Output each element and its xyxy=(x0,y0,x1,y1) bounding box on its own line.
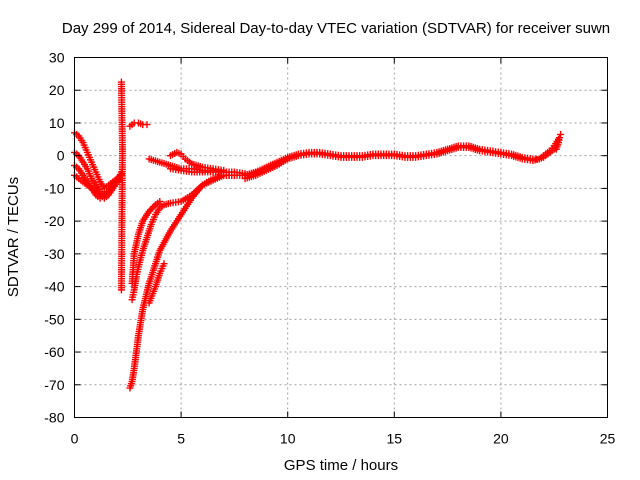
x-tick-label: 5 xyxy=(177,431,185,447)
series-main-trend-2 xyxy=(241,139,562,183)
axis-ticks xyxy=(74,57,608,418)
y-tick-label: -40 xyxy=(44,279,64,295)
chart-title: Day 299 of 2014, Sidereal Day-to-day VTE… xyxy=(62,20,610,37)
data-point xyxy=(148,204,156,212)
x-tick-label: 25 xyxy=(600,431,616,447)
series-rise-4 xyxy=(145,260,168,307)
y-axis-label: SDTVAR / TECUs xyxy=(5,177,22,297)
x-tick-labels: 0 5 10 15 20 25 xyxy=(71,431,616,447)
series-plateau xyxy=(126,119,151,130)
series-end-spike xyxy=(552,130,565,153)
x-tick-label: 20 xyxy=(493,431,509,447)
data-point xyxy=(220,168,228,176)
y-tick-label: 0 xyxy=(57,148,65,164)
series-rise-3 xyxy=(128,198,164,287)
y-tick-label: 20 xyxy=(49,82,65,98)
data-points xyxy=(71,78,565,392)
y-tick-labels: 30 20 10 0 -10 -20 -30 -40 -50 -60 -70 -80 xyxy=(44,50,64,426)
plot-frame xyxy=(74,57,608,418)
data-point xyxy=(117,286,125,294)
y-tick-label: -70 xyxy=(44,377,64,393)
series-isolated xyxy=(117,78,126,294)
x-tick-label: 15 xyxy=(387,431,403,447)
x-tick-label: 0 xyxy=(71,431,79,447)
y-tick-label: -50 xyxy=(44,311,64,327)
y-tick-label: -20 xyxy=(44,213,64,229)
y-tick-label: -60 xyxy=(44,344,64,360)
data-point xyxy=(143,121,151,129)
data-point xyxy=(156,198,164,205)
series-band-3 xyxy=(166,165,228,176)
data-point xyxy=(556,134,564,142)
series-rise-2 xyxy=(128,171,238,304)
y-tick-label: 30 xyxy=(49,50,65,66)
series-arc-d xyxy=(71,162,125,202)
x-axis-label: GPS time / hours xyxy=(284,457,398,474)
y-tick-label: -30 xyxy=(44,246,64,262)
x-tick-label: 10 xyxy=(280,431,296,447)
y-tick-label: 10 xyxy=(49,115,65,131)
data-point xyxy=(160,260,168,268)
data-point xyxy=(557,130,565,138)
y-tick-label: -80 xyxy=(44,410,64,426)
series-rise-1 xyxy=(126,168,260,392)
data-point xyxy=(150,202,158,210)
y-tick-label: -10 xyxy=(44,180,64,196)
grid xyxy=(74,57,608,418)
